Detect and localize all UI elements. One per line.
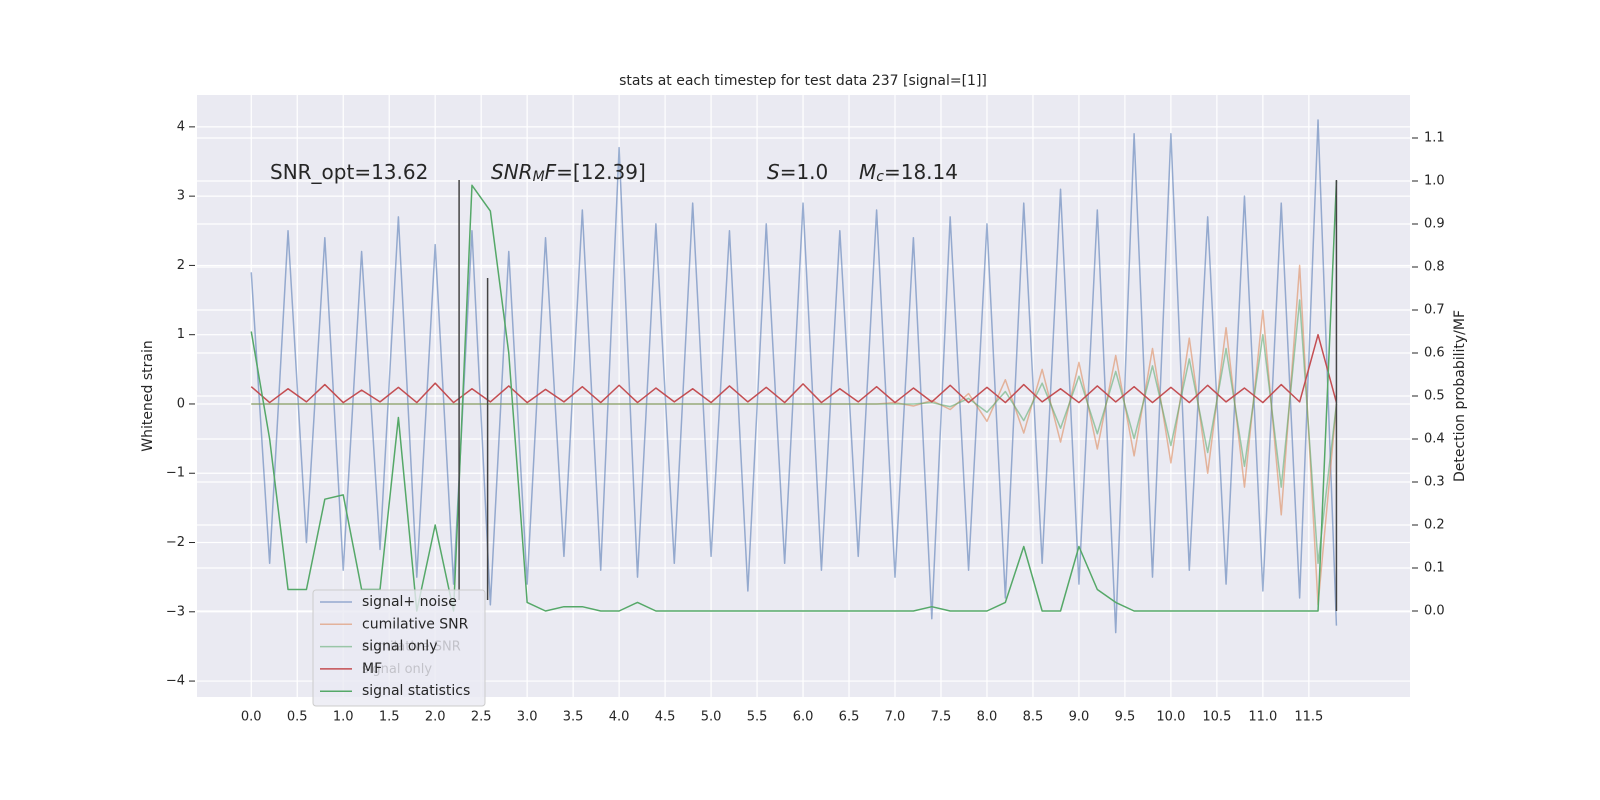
- x-tick-label: 3.0: [517, 710, 538, 725]
- x-tick-label: 1.0: [333, 710, 354, 725]
- series-line: [250, 180, 1338, 612]
- y-tick-label: −1: [166, 466, 185, 481]
- series-line: [250, 119, 1338, 634]
- y2-tick-label: 0.5: [1424, 389, 1445, 404]
- y2-tick-label: 0.8: [1424, 260, 1445, 275]
- y2-tick-label: 0.3: [1424, 475, 1445, 490]
- y2-tick-label: 0.9: [1424, 217, 1445, 232]
- annotation-part: M: [859, 160, 876, 184]
- y2-tick-label: 0.1: [1424, 561, 1445, 576]
- x-tick-label: 6.5: [839, 710, 860, 725]
- x-tick-label: 3.5: [563, 710, 584, 725]
- legend-box: [312, 589, 486, 707]
- x-tick-label: 1.5: [379, 710, 400, 725]
- annotation: Mc=18.14: [859, 160, 958, 186]
- y2-tick-label: 0.7: [1424, 303, 1445, 318]
- annotation-part: =18.14: [884, 160, 958, 184]
- annotation-part: =[12.39]: [556, 160, 646, 184]
- annotation: S=1.0: [767, 160, 828, 184]
- legend-label: MF: [362, 661, 382, 677]
- marks: [250, 119, 1338, 634]
- series-line: [251, 299, 1338, 565]
- annotation-part: S: [767, 160, 780, 184]
- x-tick-label: 10.5: [1202, 710, 1231, 725]
- legend-label: signal only: [362, 639, 437, 655]
- x-tick-label: 5.0: [701, 710, 722, 725]
- chart-title: stats at each timestep for test data 237…: [619, 73, 987, 89]
- legend-label: signal+ noise: [362, 594, 457, 610]
- y2-tick-label: 1.1: [1424, 131, 1445, 146]
- y2-tick-label: 0.4: [1424, 432, 1445, 447]
- annotation: SNR_opt=13.62: [270, 160, 428, 184]
- x-tick-label: 8.5: [1023, 710, 1044, 725]
- legend-label: signal statistics: [362, 683, 470, 699]
- y-tick-label: 4: [177, 119, 185, 134]
- y-tick-label: 2: [177, 258, 185, 273]
- annotation-part: =1.0: [780, 160, 829, 184]
- y-tick-label: 1: [177, 327, 185, 342]
- x-tick-label: 10.0: [1156, 710, 1185, 725]
- y-tick-label: 0: [177, 396, 185, 411]
- x-tick-label: 2.5: [471, 710, 492, 725]
- legend-label: cumilative SNR: [362, 616, 469, 632]
- x-tick-label: 0.0: [241, 710, 262, 725]
- x-tick-label: 2.0: [425, 710, 446, 725]
- x-tick-label: 8.0: [977, 710, 998, 725]
- annotation-part: M: [533, 169, 545, 185]
- annotation-part: SNR_opt=13.62: [270, 160, 428, 184]
- x-tick-label: 9.0: [1069, 710, 1090, 725]
- x-tick-label: 0.5: [287, 710, 308, 725]
- y2-tick-label: 1.0: [1424, 174, 1445, 189]
- x-tick-label: 5.5: [747, 710, 768, 725]
- series-line: [250, 333, 1338, 404]
- x-tick-label: 11.0: [1248, 710, 1277, 725]
- x-tick-label: 9.5: [1115, 710, 1136, 725]
- y-tick-label: −2: [166, 535, 185, 550]
- x-tick-label: 11.5: [1294, 710, 1323, 725]
- annotation-part: c: [876, 169, 884, 185]
- y-tick-label: −4: [166, 674, 185, 689]
- y2-tick-label: 0.0: [1424, 604, 1445, 619]
- y-tick-label: −3: [166, 604, 185, 619]
- x-tick-label: 7.5: [931, 710, 952, 725]
- y2-tick-label: 0.6: [1424, 346, 1445, 361]
- y-axis-label: Whitened strain: [140, 340, 156, 451]
- annotation-part: SNR: [491, 160, 533, 184]
- y-tick-label: 3: [177, 189, 185, 204]
- x-tick-label: 6.0: [793, 710, 814, 725]
- x-tick-label: 4.0: [609, 710, 630, 725]
- annotation-part: F: [545, 160, 557, 184]
- annotation: SNRMF=[12.39]: [491, 160, 646, 186]
- y2-tick-label: 0.2: [1424, 518, 1445, 533]
- axes: 0.0 0.5 1.0 1.5 2.0 2.5 3.0 3.5 4.0 4.5 5.0 5.5 6.0 6…: [166, 119, 1445, 724]
- x-tick-label: 7.0: [885, 710, 906, 725]
- x-tick-label: 4.5: [655, 710, 676, 725]
- y2-axis-label: Detection probability/MF: [1452, 310, 1468, 482]
